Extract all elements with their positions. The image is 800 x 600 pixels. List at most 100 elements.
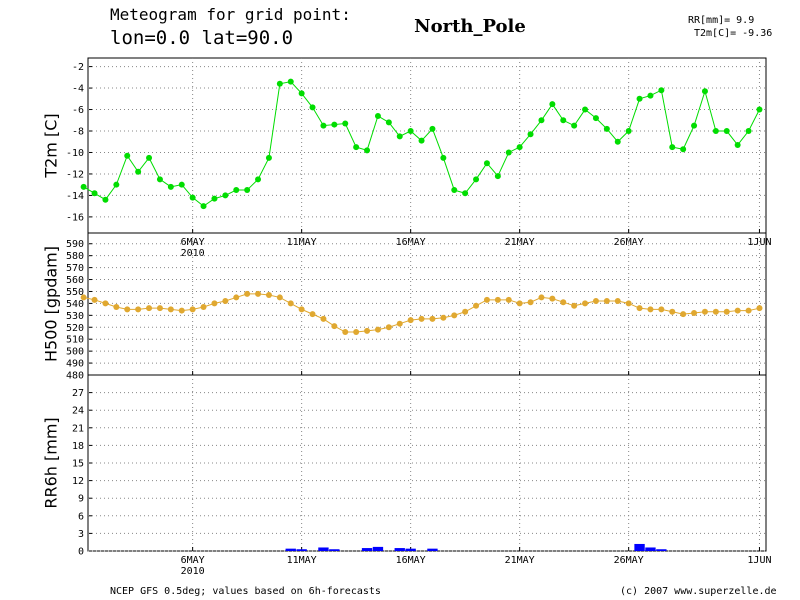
y-tick-label: 500 <box>66 347 84 358</box>
bar <box>394 548 405 551</box>
data-point <box>712 128 719 135</box>
data-point <box>669 144 676 151</box>
data-point <box>407 128 414 135</box>
y-tick-label: 21 <box>72 423 84 434</box>
y-tick-label: -4 <box>72 84 84 95</box>
data-point <box>723 308 730 315</box>
data-point <box>560 117 567 124</box>
data-point <box>745 128 752 135</box>
data-point <box>135 168 142 175</box>
bar <box>361 548 373 551</box>
y-tick-label: -10 <box>66 148 84 159</box>
y-tick-label: 490 <box>66 359 84 370</box>
data-point <box>473 302 480 309</box>
data-point <box>396 320 403 327</box>
data-point <box>276 294 283 301</box>
data-point <box>483 296 490 303</box>
y-axis-label: T2m [C] <box>42 113 61 178</box>
y-tick-label: 0 <box>78 547 84 558</box>
bar <box>405 548 416 551</box>
data-point <box>331 323 338 330</box>
data-point <box>516 144 523 151</box>
data-point <box>146 305 153 312</box>
data-point <box>647 306 654 313</box>
data-point <box>211 195 218 202</box>
data-point <box>440 154 447 161</box>
data-point <box>331 121 338 128</box>
y-tick-label: 580 <box>66 251 84 262</box>
y-tick-label: -2 <box>72 62 84 73</box>
data-point <box>167 183 174 190</box>
data-point <box>222 192 229 199</box>
data-point <box>680 311 687 318</box>
y-axis-label: H500 [gpdam] <box>42 246 61 362</box>
data-point <box>494 296 501 303</box>
year-label: 2010 <box>181 566 205 577</box>
y-tick-label: 550 <box>66 287 84 298</box>
data-point <box>276 80 283 87</box>
data-point <box>200 303 207 310</box>
x-tick-label: 16MAY <box>396 237 426 248</box>
y-axis-label: RR6h [mm] <box>42 417 61 508</box>
data-point <box>178 181 185 188</box>
data-point <box>647 92 654 99</box>
data-point <box>309 311 316 318</box>
bar <box>372 546 384 551</box>
data-point <box>549 101 556 108</box>
data-point <box>462 190 469 197</box>
data-point <box>233 294 240 301</box>
data-point <box>189 194 196 201</box>
data-point <box>669 308 676 315</box>
data-point <box>592 298 599 305</box>
data-point <box>701 308 708 315</box>
data-point <box>156 305 163 312</box>
data-point <box>200 203 207 210</box>
bar <box>296 549 307 551</box>
data-point <box>385 324 392 331</box>
bar <box>427 548 438 551</box>
data-point <box>255 176 262 183</box>
y-tick-label: 480 <box>66 371 84 382</box>
y-tick-label: 530 <box>66 311 84 322</box>
x-tick-label: 21MAY <box>505 555 535 566</box>
x-tick-label: 6MAY <box>181 555 205 566</box>
x-tick-label: 1JUN <box>747 237 771 248</box>
data-point <box>320 122 327 129</box>
y-tick-label: 9 <box>78 494 84 505</box>
y-tick-label: -12 <box>66 169 84 180</box>
data-point <box>614 138 621 145</box>
bar <box>645 547 656 551</box>
y-tick-label: 540 <box>66 299 84 310</box>
data-point <box>549 295 556 302</box>
data-point <box>233 187 240 194</box>
data-point <box>712 308 719 315</box>
data-point <box>146 154 153 161</box>
data-point <box>265 154 272 161</box>
data-point <box>701 88 708 95</box>
data-point <box>102 196 109 203</box>
data-point <box>636 95 643 102</box>
data-point <box>582 106 589 113</box>
header-line2: lon=0.0 lat=90.0 <box>110 27 293 49</box>
data-point <box>135 306 142 313</box>
data-point <box>80 294 87 301</box>
data-point <box>287 78 294 85</box>
bar <box>634 543 645 551</box>
data-point <box>658 87 665 94</box>
x-tick-label: 21MAY <box>505 237 535 248</box>
data-point <box>385 119 392 126</box>
y-tick-label: 24 <box>72 406 84 417</box>
bar <box>318 547 329 551</box>
data-point <box>538 117 545 124</box>
series-line <box>83 81 760 207</box>
data-point <box>124 152 131 159</box>
data-point <box>374 326 381 333</box>
data-point <box>505 296 512 303</box>
data-point <box>483 160 490 167</box>
data-point <box>342 120 349 127</box>
data-point <box>80 183 87 190</box>
data-point <box>614 298 621 305</box>
data-point <box>91 190 98 197</box>
data-point <box>374 112 381 119</box>
